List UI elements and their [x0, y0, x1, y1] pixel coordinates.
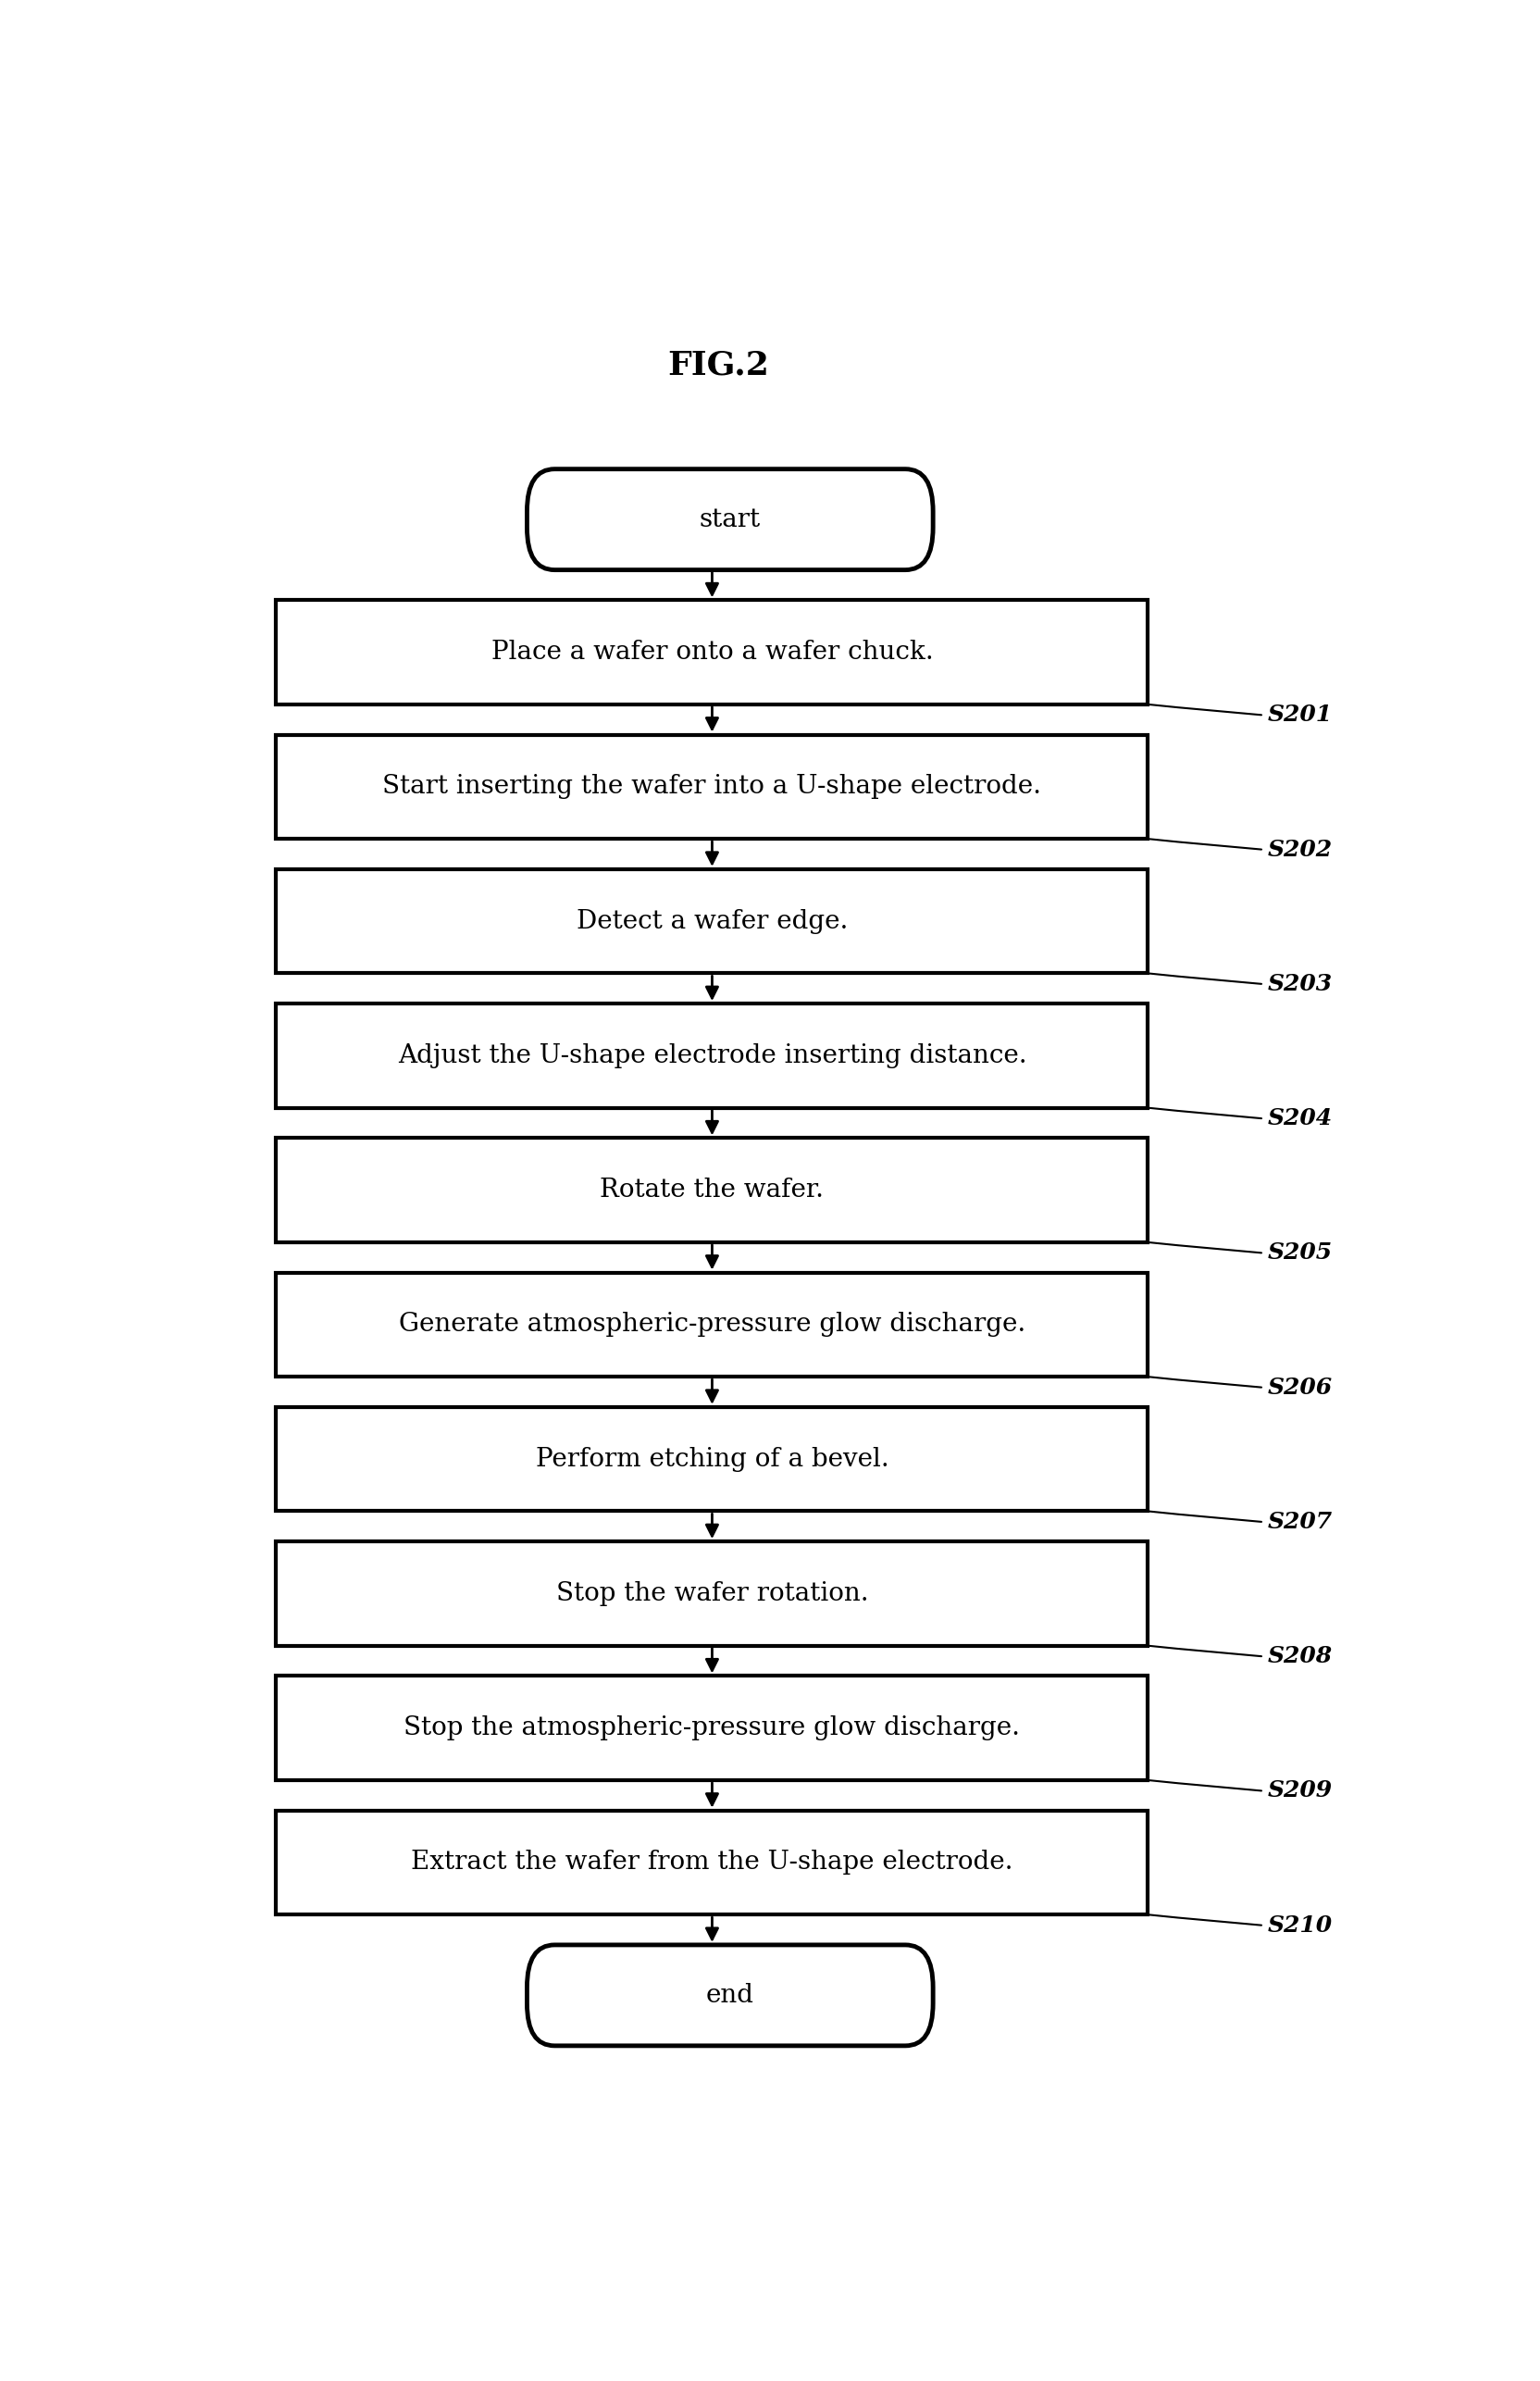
- Text: Extract the wafer from the U-shape electrode.: Extract the wafer from the U-shape elect…: [411, 1850, 1012, 1874]
- Text: start: start: [699, 507, 761, 531]
- Text: Stop the wafer rotation.: Stop the wafer rotation.: [556, 1581, 869, 1607]
- Text: S203: S203: [1266, 974, 1332, 995]
- Text: S204: S204: [1266, 1107, 1332, 1129]
- Text: Generate atmospheric-pressure glow discharge.: Generate atmospheric-pressure glow disch…: [399, 1312, 1026, 1338]
- Text: S209: S209: [1266, 1779, 1332, 1802]
- Bar: [276, 869, 1147, 974]
- Text: end: end: [705, 1983, 753, 2007]
- Text: S201: S201: [1266, 705, 1332, 726]
- Text: S206: S206: [1266, 1376, 1332, 1398]
- Text: Detect a wafer edge.: Detect a wafer edge.: [576, 910, 847, 933]
- Bar: [276, 1407, 1147, 1512]
- Text: S210: S210: [1266, 1914, 1332, 1936]
- Bar: [276, 1138, 1147, 1243]
- Text: Start inserting the wafer into a U-shape electrode.: Start inserting the wafer into a U-shape…: [382, 774, 1041, 800]
- Text: FIG.2: FIG.2: [667, 350, 768, 381]
- Bar: [276, 1541, 1147, 1645]
- Bar: [276, 1676, 1147, 1781]
- Bar: [276, 600, 1147, 705]
- Bar: [276, 1810, 1147, 1914]
- Text: S205: S205: [1266, 1243, 1332, 1264]
- Text: S202: S202: [1266, 838, 1332, 860]
- Bar: [276, 1271, 1147, 1376]
- Text: S208: S208: [1266, 1645, 1332, 1667]
- Text: Perform etching of a bevel.: Perform etching of a bevel.: [534, 1448, 889, 1471]
- Text: S207: S207: [1266, 1510, 1332, 1533]
- Text: Rotate the wafer.: Rotate the wafer.: [599, 1179, 824, 1202]
- Bar: [276, 1002, 1147, 1107]
- FancyBboxPatch shape: [527, 1945, 932, 2045]
- Text: Stop the atmospheric-pressure glow discharge.: Stop the atmospheric-pressure glow disch…: [403, 1717, 1019, 1741]
- Text: Place a wafer onto a wafer chuck.: Place a wafer onto a wafer chuck.: [491, 640, 933, 664]
- FancyBboxPatch shape: [527, 469, 932, 569]
- Bar: [276, 736, 1147, 838]
- Text: Adjust the U-shape electrode inserting distance.: Adjust the U-shape electrode inserting d…: [397, 1043, 1026, 1069]
